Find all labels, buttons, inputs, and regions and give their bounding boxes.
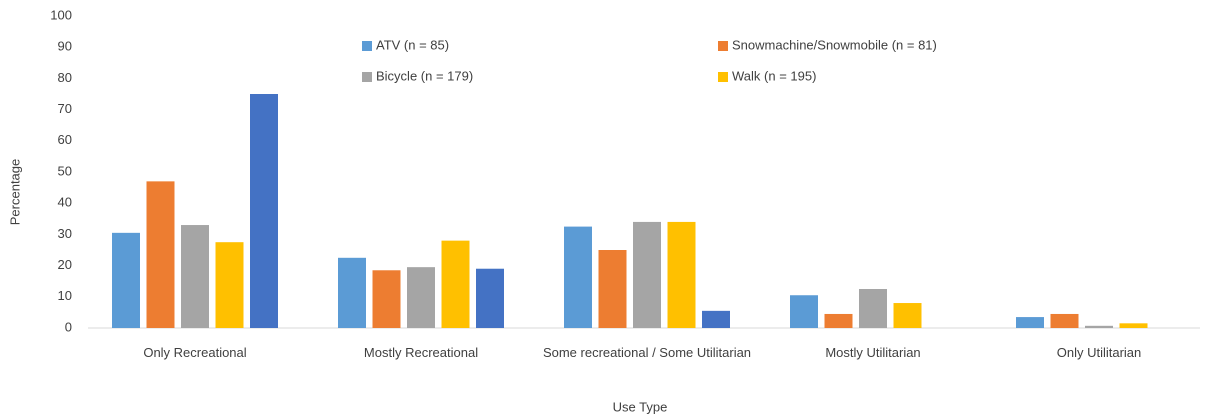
bar [633,221,661,328]
y-tick-label: 0 [65,319,72,334]
bar [476,268,504,328]
y-tick-label: 80 [58,70,72,85]
bar [824,313,853,328]
y-tick-label: 90 [58,39,72,54]
bar [1119,323,1148,328]
y-tick-label: 60 [58,132,72,147]
bar [146,181,175,328]
bar [112,232,140,328]
bar [441,240,470,328]
legend-swatch [362,72,372,82]
bar [893,303,922,328]
legend-label: Walk (n = 195) [732,68,816,83]
bar [215,242,244,328]
legend-label: Bicycle (n = 179) [376,68,473,83]
y-tick-label: 100 [50,7,72,22]
bar [859,289,887,328]
x-tick-label: Mostly Utilitarian [825,345,921,360]
bar [1050,313,1079,328]
bar [250,94,278,328]
x-tick-label: Only Utilitarian [1056,345,1142,360]
y-tick-label: 10 [58,288,72,303]
legend-label: Snowmachine/Snowmobile (n = 81) [732,37,937,52]
bar [598,250,627,328]
bar [372,270,401,328]
x-tick-label: Mostly Recreational [363,345,479,360]
x-tick-label: Only Recreational [143,345,247,360]
legend-label: ATV (n = 85) [376,37,449,52]
y-tick-label: 70 [58,101,72,116]
y-tick-label: 30 [58,226,72,241]
legend-swatch [718,72,728,82]
bar [790,295,818,328]
legend-swatch [718,41,728,51]
legend-swatch [362,41,372,51]
y-tick-label: 40 [58,195,72,210]
bar [702,310,730,328]
y-tick-label: 50 [58,163,72,178]
bar [338,257,366,328]
bar [181,225,209,328]
y-axis-title: Percentage [7,159,22,226]
bar [1085,325,1113,328]
bar [407,267,435,328]
bar [1016,317,1044,328]
bar [564,226,592,328]
x-axis-title: Use Type [613,399,668,414]
x-tick-label: Some recreational / Some Utilitarian [542,345,752,360]
y-tick-label: 20 [58,257,72,272]
bar [667,221,696,328]
